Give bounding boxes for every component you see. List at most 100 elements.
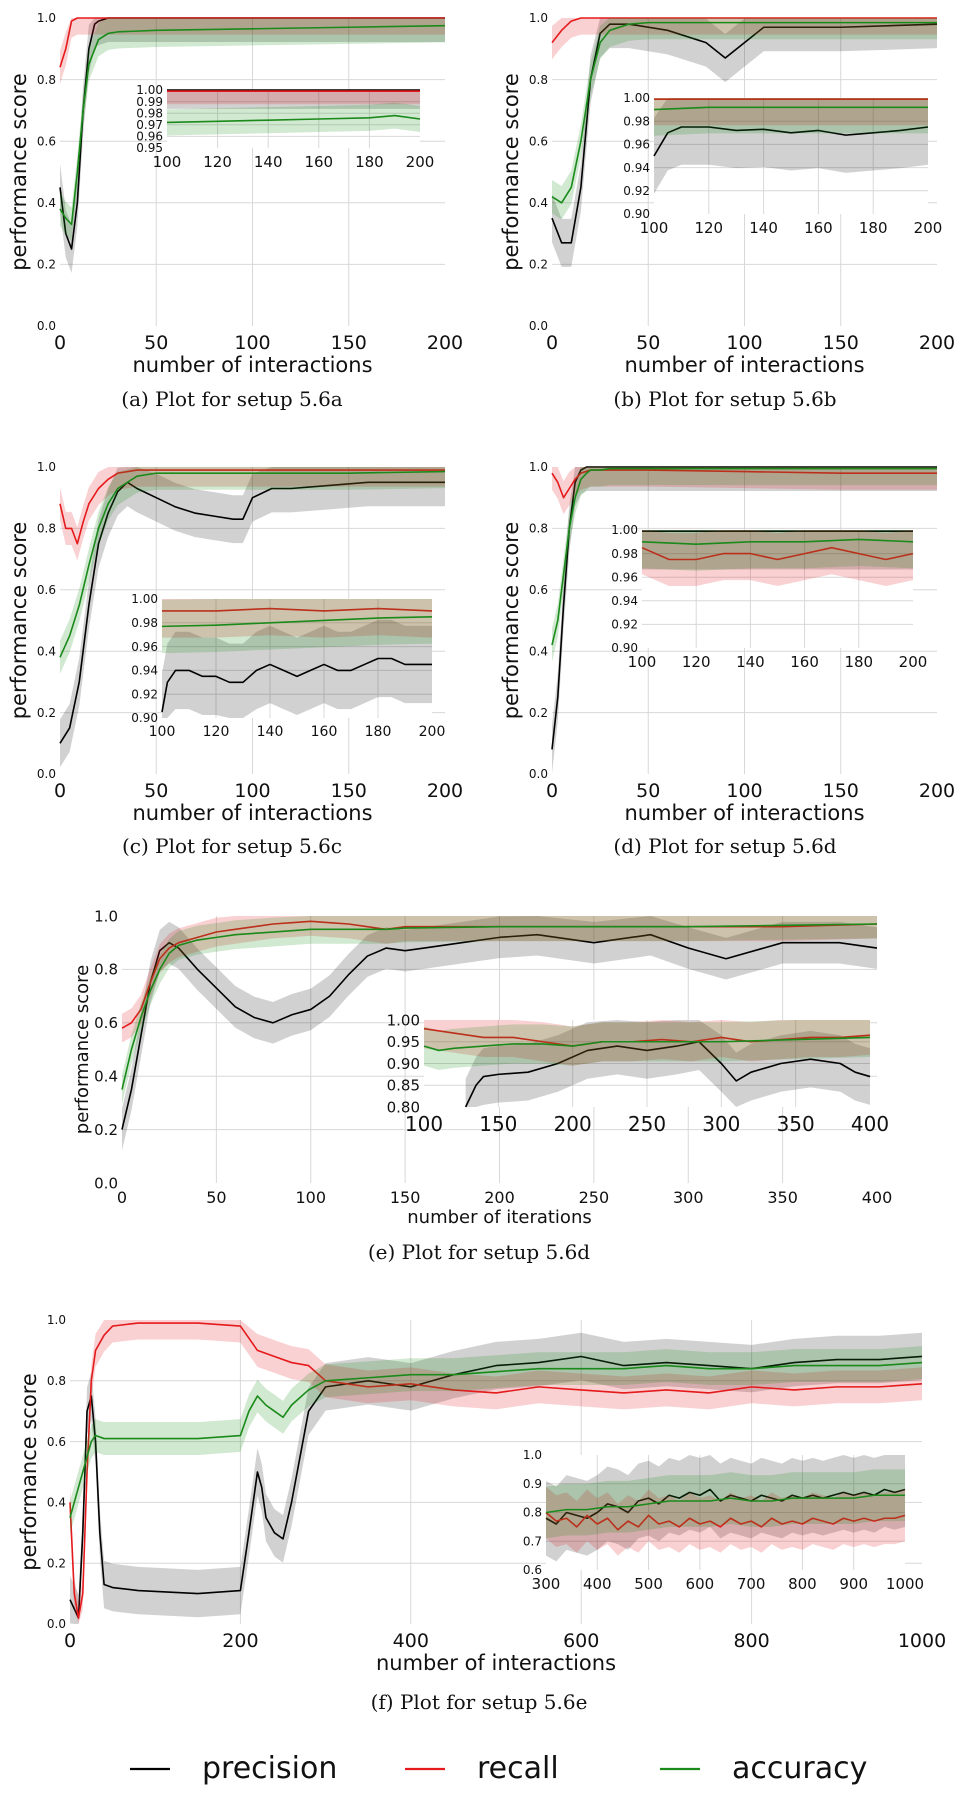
x-tick-label: 1000 — [898, 1630, 946, 1652]
inset-x-tick-label: 200 — [419, 724, 446, 740]
band-recall — [552, 18, 937, 60]
inset-band-accuracy — [654, 98, 928, 136]
x-tick-label: 200 — [919, 780, 955, 802]
line-precision — [121, 933, 878, 1130]
line-accuracy — [59, 24, 446, 226]
inset-y-tick-label: 0.97 — [136, 118, 163, 132]
inset-x-tick-label: 200 — [899, 653, 928, 671]
inset-band-accuracy — [546, 1469, 905, 1539]
x-tick-label: 400 — [862, 1188, 893, 1207]
inset-band-accuracy — [642, 530, 913, 571]
inset-band-precision — [546, 1455, 905, 1562]
inset-y-tick-label: 1.0 — [523, 1448, 542, 1462]
inset-x-tick-label: 120 — [694, 219, 723, 237]
x-tick-label: 50 — [636, 780, 660, 802]
x-tick-label: 50 — [144, 332, 168, 354]
x-tick-label: 100 — [295, 1188, 326, 1207]
inset-y-tick-label: 1.00 — [136, 83, 163, 97]
inset-x-tick-label: 500 — [634, 1575, 663, 1593]
line-precision — [551, 23, 938, 244]
x-tick-label: 150 — [823, 332, 859, 354]
inset-y-tick-label: 0.98 — [131, 616, 158, 630]
inset-band-recall — [546, 1486, 905, 1556]
inset-line-precision — [464, 1040, 871, 1108]
y-axis-label: performance score — [499, 522, 523, 720]
inset-x-tick-label: 400 — [851, 1112, 889, 1136]
inset-x-tick-label: 100 — [405, 1112, 443, 1136]
x-tick-label: 200 — [919, 332, 955, 354]
x-tick-label: 0 — [54, 780, 66, 802]
inset-x-tick-label: 140 — [736, 653, 765, 671]
y-tick-label: 0.6 — [37, 583, 56, 597]
inset-x-tick-label: 180 — [365, 724, 392, 740]
x-axis-label: number of interactions — [132, 353, 372, 377]
inset-line-accuracy — [166, 114, 421, 124]
y-tick-label: 1.0 — [37, 460, 56, 474]
inset-background — [642, 530, 913, 648]
x-tick-label: 100 — [726, 780, 762, 802]
x-tick-label: 200 — [427, 332, 463, 354]
y-tick-label: 0.0 — [37, 767, 56, 781]
x-tick-label: 150 — [331, 332, 367, 354]
inset-x-tick-label: 600 — [686, 1575, 715, 1593]
panel-b: 0 50 100 150 200 0.0 0.2 0.4 0.6 0.8 1.0 number of … — [499, 11, 955, 411]
band-precision — [552, 18, 937, 267]
x-axis-label: number of interactions — [376, 1651, 616, 1675]
inset-x-tick-label: 350 — [777, 1112, 815, 1136]
panel-d: 0 50 100 150 200 0.0 0.2 0.4 0.6 0.8 1.0 number of … — [499, 460, 955, 858]
inset-y-tick-label: 1.00 — [131, 592, 158, 606]
y-tick-label: 0.2 — [94, 1121, 118, 1139]
inset-y-tick-label: 0.94 — [131, 664, 158, 678]
x-tick-label: 800 — [733, 1630, 769, 1652]
line-accuracy — [69, 1361, 923, 1518]
inset-e: 100 150 200 250 300 350 400 0.80 0.85 0.90 0.95 1.0… — [387, 1011, 890, 1136]
y-tick-label: 0.2 — [37, 258, 56, 272]
x-tick-label: 50 — [144, 780, 168, 802]
inset-line-recall — [545, 1511, 906, 1531]
x-tick-label: 600 — [563, 1630, 599, 1652]
caption: (e) Plot for setup 5.6d — [368, 1240, 590, 1264]
inset-line-accuracy — [545, 1494, 905, 1514]
inset-x-tick-label: 180 — [859, 219, 888, 237]
y-tick-label: 0.2 — [47, 1556, 66, 1570]
inset-y-tick-label: 1.00 — [623, 91, 650, 105]
line-precision — [551, 466, 937, 750]
inset-band-precision — [465, 1020, 870, 1107]
y-tick-label: 0.4 — [37, 644, 56, 658]
y-axis-label: performance score — [7, 73, 31, 271]
inset-x-tick-label: 140 — [749, 219, 778, 237]
y-tick-label: 1.0 — [47, 1313, 66, 1327]
inset-y-tick-label: 0.98 — [136, 106, 163, 120]
caption: (d) Plot for setup 5.6d — [613, 834, 836, 858]
legend-label-precision: precision — [202, 1751, 337, 1786]
inset-line-precision — [161, 657, 432, 713]
x-axis-label: number of interactions — [624, 801, 864, 825]
y-tick-label: 0.6 — [47, 1435, 66, 1449]
x-tick-label: 200 — [484, 1188, 515, 1207]
line-accuracy — [59, 470, 446, 658]
y-tick-label: 0.6 — [94, 1014, 118, 1032]
x-axis-label: number of interactions — [132, 801, 372, 825]
inset-x-tick-label: 300 — [532, 1575, 561, 1593]
x-axis-label: number of iterations — [407, 1207, 591, 1228]
inset-band-recall — [167, 90, 420, 105]
line-recall — [551, 17, 937, 44]
x-tick-label: 0 — [54, 332, 66, 354]
inset-x-tick-label: 180 — [844, 653, 873, 671]
inset-b: 100 120 140 160 180 200 0.90 0.92 0.94 0.96 0.98 1.… — [623, 91, 942, 237]
caption: (c) Plot for setup 5.6c — [122, 834, 342, 858]
inset-y-tick-label: 0.8 — [523, 1506, 542, 1520]
panel-a: 0 50 100 150 200 0.0 0.2 0.4 0.6 0.8 1.0 number of … — [7, 11, 463, 411]
inset-y-tick-label: 0.96 — [623, 138, 650, 152]
inset-background — [654, 98, 928, 214]
inset-y-tick-label: 0.92 — [623, 184, 650, 198]
x-tick-label: 0 — [64, 1630, 76, 1652]
inset-band-precision — [167, 90, 420, 109]
x-tick-label: 350 — [767, 1188, 798, 1207]
x-tick-label: 400 — [393, 1630, 429, 1652]
y-tick-label: 0.0 — [94, 1174, 118, 1192]
inset-x-tick-label: 140 — [257, 724, 284, 740]
y-tick-label: 1.0 — [37, 11, 56, 25]
inset-line-recall — [423, 1027, 871, 1047]
band-precision — [60, 467, 445, 768]
